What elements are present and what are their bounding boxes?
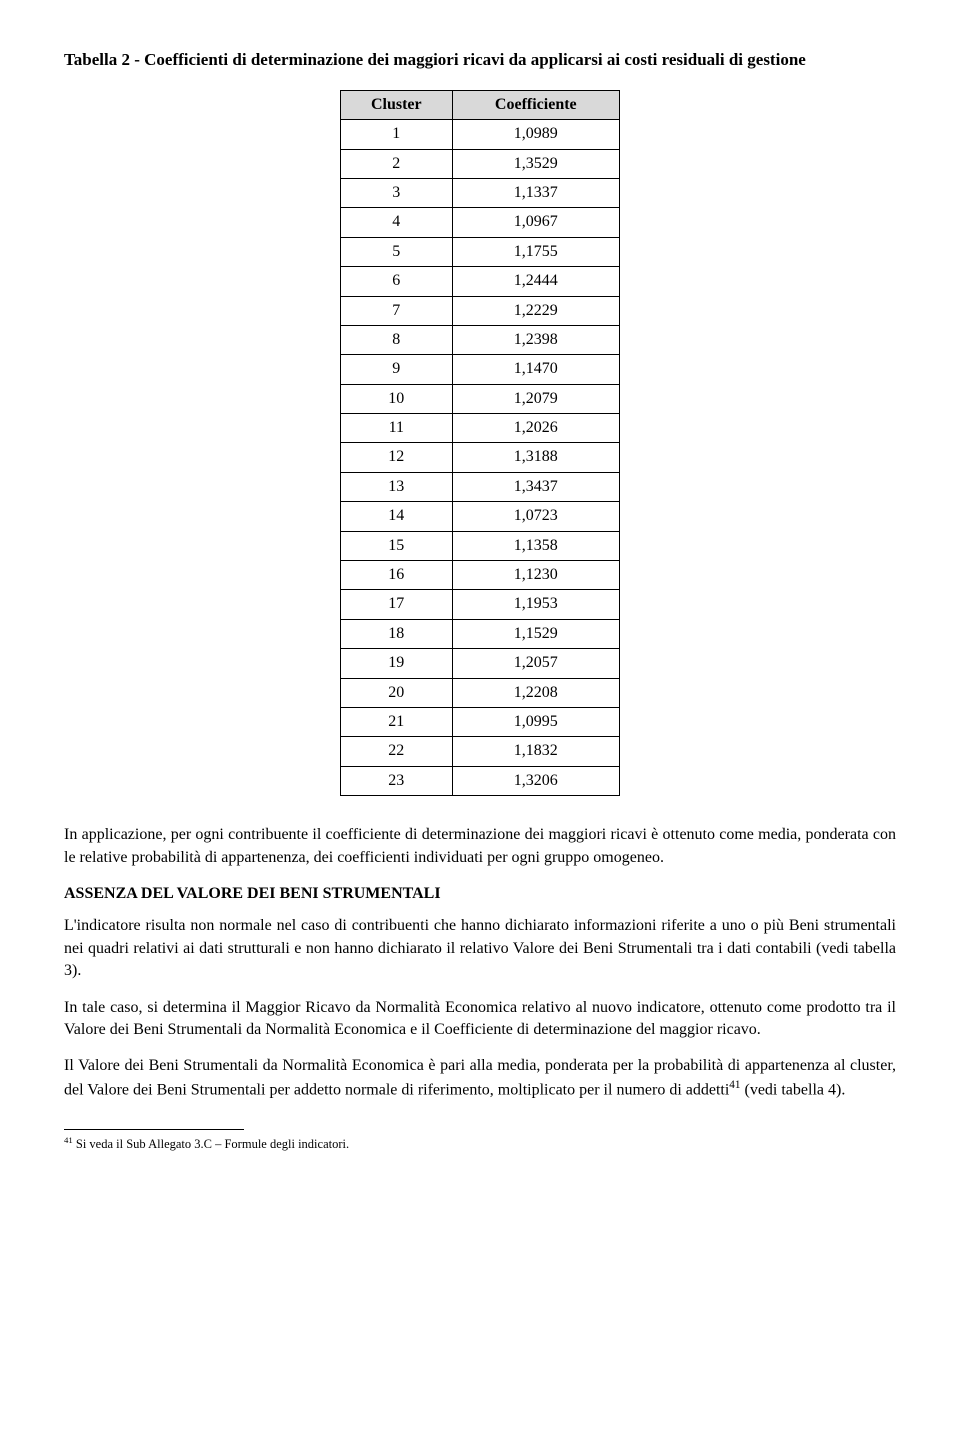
table-row: 21,3529 bbox=[341, 149, 620, 178]
table-row: 101,2079 bbox=[341, 384, 620, 413]
table-row: 111,2026 bbox=[341, 414, 620, 443]
cell-coefficiente: 1,0989 bbox=[452, 120, 619, 149]
cell-cluster: 6 bbox=[341, 267, 453, 296]
cell-coefficiente: 1,0723 bbox=[452, 502, 619, 531]
cell-coefficiente: 1,3188 bbox=[452, 443, 619, 472]
cell-cluster: 14 bbox=[341, 502, 453, 531]
cell-cluster: 11 bbox=[341, 414, 453, 443]
table-row: 141,0723 bbox=[341, 502, 620, 531]
table-row: 61,2444 bbox=[341, 267, 620, 296]
cell-cluster: 15 bbox=[341, 531, 453, 560]
cell-cluster: 21 bbox=[341, 708, 453, 737]
cell-cluster: 13 bbox=[341, 472, 453, 501]
cell-cluster: 5 bbox=[341, 237, 453, 266]
table-title: Tabella 2 - Coefficienti di determinazio… bbox=[64, 48, 896, 72]
table-row: 91,1470 bbox=[341, 355, 620, 384]
cell-cluster: 4 bbox=[341, 208, 453, 237]
table-row: 81,2398 bbox=[341, 325, 620, 354]
cell-coefficiente: 1,3529 bbox=[452, 149, 619, 178]
cell-coefficiente: 1,1358 bbox=[452, 531, 619, 560]
cell-coefficiente: 1,2079 bbox=[452, 384, 619, 413]
cell-cluster: 8 bbox=[341, 325, 453, 354]
col-header-coefficiente: Coefficiente bbox=[452, 90, 619, 119]
para4-post: (vedi tabella 4). bbox=[740, 1081, 845, 1098]
cell-coefficiente: 1,2229 bbox=[452, 296, 619, 325]
cell-coefficiente: 1,1953 bbox=[452, 590, 619, 619]
footnote-41: 41 Si veda il Sub Allegato 3.C – Formule… bbox=[64, 1134, 896, 1154]
table-row: 121,3188 bbox=[341, 443, 620, 472]
table-row: 171,1953 bbox=[341, 590, 620, 619]
paragraph-3: In tale caso, si determina il Maggior Ri… bbox=[64, 997, 896, 1042]
cell-cluster: 12 bbox=[341, 443, 453, 472]
cell-coefficiente: 1,1529 bbox=[452, 619, 619, 648]
table-row: 41,0967 bbox=[341, 208, 620, 237]
footnote-text: Si veda il Sub Allegato 3.C – Formule de… bbox=[73, 1138, 349, 1152]
table-row: 11,0989 bbox=[341, 120, 620, 149]
table-row: 31,1337 bbox=[341, 178, 620, 207]
footnote-marker: 41 bbox=[64, 1135, 73, 1145]
section-heading: ASSENZA DEL VALORE DEI BENI STRUMENTALI bbox=[64, 883, 896, 905]
cell-coefficiente: 1,1832 bbox=[452, 737, 619, 766]
paragraph-2: L'indicatore risulta non normale nel cas… bbox=[64, 915, 896, 982]
table-row: 71,2229 bbox=[341, 296, 620, 325]
cell-cluster: 23 bbox=[341, 766, 453, 795]
table-row: 161,1230 bbox=[341, 561, 620, 590]
cell-coefficiente: 1,3437 bbox=[452, 472, 619, 501]
table-row: 201,2208 bbox=[341, 678, 620, 707]
table-row: 191,2057 bbox=[341, 649, 620, 678]
coefficient-table: Cluster Coefficiente 11,098921,352931,13… bbox=[340, 90, 620, 796]
col-header-cluster: Cluster bbox=[341, 90, 453, 119]
cell-coefficiente: 1,2057 bbox=[452, 649, 619, 678]
cell-coefficiente: 1,0995 bbox=[452, 708, 619, 737]
cell-coefficiente: 1,0967 bbox=[452, 208, 619, 237]
cell-coefficiente: 1,3206 bbox=[452, 766, 619, 795]
cell-cluster: 18 bbox=[341, 619, 453, 648]
table-row: 221,1832 bbox=[341, 737, 620, 766]
cell-cluster: 17 bbox=[341, 590, 453, 619]
table-row: 131,3437 bbox=[341, 472, 620, 501]
paragraph-intro: In applicazione, per ogni contribuente i… bbox=[64, 824, 896, 869]
cell-cluster: 3 bbox=[341, 178, 453, 207]
cell-cluster: 7 bbox=[341, 296, 453, 325]
cell-cluster: 10 bbox=[341, 384, 453, 413]
cell-cluster: 19 bbox=[341, 649, 453, 678]
cell-cluster: 9 bbox=[341, 355, 453, 384]
cell-cluster: 1 bbox=[341, 120, 453, 149]
cell-cluster: 22 bbox=[341, 737, 453, 766]
cell-coefficiente: 1,1230 bbox=[452, 561, 619, 590]
cell-coefficiente: 1,2398 bbox=[452, 325, 619, 354]
table-row: 51,1755 bbox=[341, 237, 620, 266]
table-row: 151,1358 bbox=[341, 531, 620, 560]
cell-coefficiente: 1,1337 bbox=[452, 178, 619, 207]
table-row: 181,1529 bbox=[341, 619, 620, 648]
footnote-ref-41: 41 bbox=[729, 1079, 740, 1091]
paragraph-4: Il Valore dei Beni Strumentali da Normal… bbox=[64, 1055, 896, 1101]
cell-coefficiente: 1,2208 bbox=[452, 678, 619, 707]
table-row: 211,0995 bbox=[341, 708, 620, 737]
cell-coefficiente: 1,1755 bbox=[452, 237, 619, 266]
cell-cluster: 16 bbox=[341, 561, 453, 590]
cell-coefficiente: 1,1470 bbox=[452, 355, 619, 384]
cell-coefficiente: 1,2444 bbox=[452, 267, 619, 296]
table-row: 231,3206 bbox=[341, 766, 620, 795]
cell-coefficiente: 1,2026 bbox=[452, 414, 619, 443]
footnote-separator bbox=[64, 1129, 244, 1130]
cell-cluster: 2 bbox=[341, 149, 453, 178]
cell-cluster: 20 bbox=[341, 678, 453, 707]
